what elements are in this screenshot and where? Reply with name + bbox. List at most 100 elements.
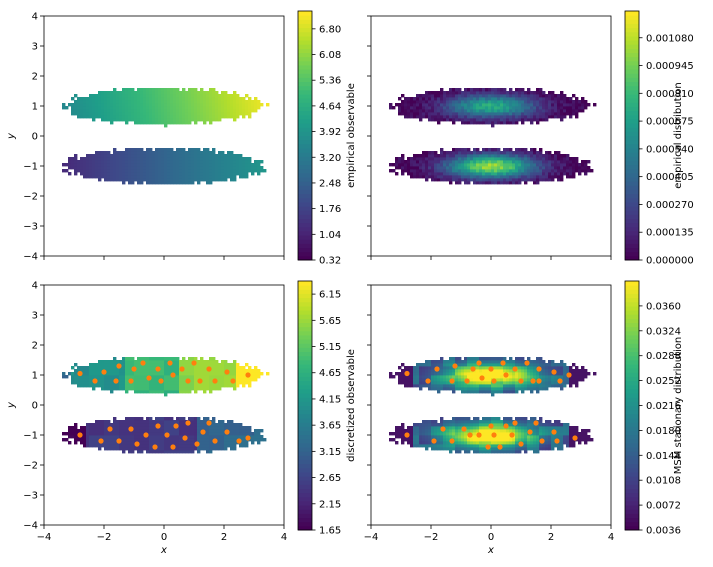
cluster-center-point — [479, 375, 484, 380]
y-axis-label: y — [6, 132, 17, 140]
y-tick-label: 3 — [32, 42, 38, 53]
colorbar-tick-label: 0.0108 — [646, 476, 681, 487]
y-tick-label: −2 — [23, 192, 38, 203]
cluster-center-point — [140, 360, 145, 365]
panel-top-right: 0.0010800.0009450.0008100.0006750.000540… — [367, 11, 694, 267]
cluster-center-point — [500, 360, 505, 365]
y-tick-label: 2 — [32, 72, 38, 83]
cluster-center-point — [461, 426, 466, 431]
y-tick-label: 1 — [32, 102, 38, 113]
cluster-center-point — [194, 441, 199, 446]
colorbar-tick-label: 3.92 — [319, 127, 341, 138]
cluster-center-point — [449, 378, 454, 383]
cluster-center-point — [131, 366, 136, 371]
cluster-center-point — [524, 360, 529, 365]
y-tick-label: 0 — [32, 401, 38, 412]
colorbar-label: empirical observable — [346, 83, 357, 188]
cluster-center-point — [551, 369, 556, 374]
y-tick-label: 3 — [32, 311, 38, 322]
x-tick-label: 0 — [161, 532, 167, 543]
cluster-center-point — [557, 378, 562, 383]
x-tick-label: 2 — [221, 532, 227, 543]
axes-frame — [371, 285, 611, 525]
cluster-center-point — [434, 366, 439, 371]
heatmap-cells — [389, 88, 596, 184]
cluster-center-point — [185, 378, 190, 383]
cluster-center-point — [533, 420, 538, 425]
colorbar-label: discretized observable — [346, 349, 357, 462]
cluster-center-point — [77, 432, 82, 437]
colorbar-tick-label: 2.48 — [319, 178, 341, 189]
colorbar-tick-label: 1.65 — [319, 526, 341, 537]
colorbar-tick-label: 0.000270 — [646, 200, 694, 211]
axes-frame — [371, 16, 611, 256]
x-axis-label: x — [160, 545, 167, 556]
cluster-center-point — [116, 438, 121, 443]
cluster-center-point — [173, 423, 178, 428]
x-tick-label: −2 — [97, 532, 112, 543]
cluster-center-point — [77, 371, 82, 376]
cluster-center-point — [470, 366, 475, 371]
cluster-center-point — [554, 438, 559, 443]
colorbar-tick-label: 0.0324 — [646, 326, 681, 337]
y-tick-label: 0 — [32, 132, 38, 143]
panel-top-left: 43210−1−2−3−4y6.806.085.364.643.923.202.… — [6, 11, 357, 267]
cluster-center-point — [527, 429, 532, 434]
colorbar-tick-label: 5.15 — [319, 342, 341, 353]
cluster-center-point — [485, 444, 490, 449]
cluster-center-point — [488, 366, 493, 371]
x-tick-label: −4 — [364, 532, 379, 543]
cluster-center-point — [539, 438, 544, 443]
cluster-center-point — [146, 375, 151, 380]
colorbar: 0.0010800.0009450.0008100.0006750.000540… — [625, 11, 694, 267]
y-tick-label: 4 — [32, 281, 38, 292]
colorbar: 6.155.655.154.654.153.653.152.652.151.65… — [298, 281, 357, 537]
x-axis-label: x — [487, 545, 494, 556]
colorbar-tick-label: 5.65 — [319, 316, 341, 327]
cluster-center-point — [464, 378, 469, 383]
y-tick-label: 1 — [32, 371, 38, 382]
x-tick-label: 2 — [548, 532, 554, 543]
cluster-center-point — [491, 378, 496, 383]
cluster-center-point — [512, 366, 517, 371]
y-tick-label: −4 — [23, 521, 38, 532]
colorbar-label: MSM stationary distribution — [673, 337, 684, 475]
cluster-center-point — [230, 378, 235, 383]
y-tick-label: −3 — [23, 222, 38, 233]
colorbar-tick-label: 0.000810 — [646, 89, 694, 100]
cluster-center-point — [452, 363, 457, 368]
y-tick-label: −1 — [23, 162, 38, 173]
colorbar-tick-label: 0.000405 — [646, 172, 694, 183]
cluster-center-point — [536, 378, 541, 383]
axes-frame — [44, 16, 284, 256]
y-tick-label: −3 — [23, 491, 38, 502]
cluster-center-point — [212, 378, 217, 383]
y-tick-label: 4 — [32, 12, 38, 23]
y-tick-label: −1 — [23, 431, 38, 442]
cluster-center-point — [512, 420, 517, 425]
cluster-center-point — [518, 378, 523, 383]
cluster-center-point — [449, 438, 454, 443]
cluster-center-point — [191, 360, 196, 365]
cluster-center-point — [206, 420, 211, 425]
cluster-center-point — [152, 444, 157, 449]
cluster-center-point — [509, 432, 514, 437]
cluster-center-point — [566, 372, 571, 377]
cluster-center-point — [200, 429, 205, 434]
colorbar-tick-label: 3.15 — [319, 447, 341, 458]
y-tick-label: −2 — [23, 461, 38, 472]
colorbar-tick-label: 0.000135 — [646, 228, 694, 239]
cluster-center-point — [113, 378, 118, 383]
colorbar-tick-label: 0.000000 — [646, 256, 694, 267]
y-tick-label: −4 — [23, 252, 38, 263]
cluster-center-point — [128, 426, 133, 431]
cluster-center-point — [128, 378, 133, 383]
cluster-center-point — [518, 441, 523, 446]
cluster-center-point — [467, 432, 472, 437]
cluster-center-point — [503, 423, 508, 428]
cluster-center-point — [170, 444, 175, 449]
colorbar-tick-label: 2.65 — [319, 473, 341, 484]
cluster-center-point — [476, 360, 481, 365]
cluster-center-point — [164, 432, 169, 437]
